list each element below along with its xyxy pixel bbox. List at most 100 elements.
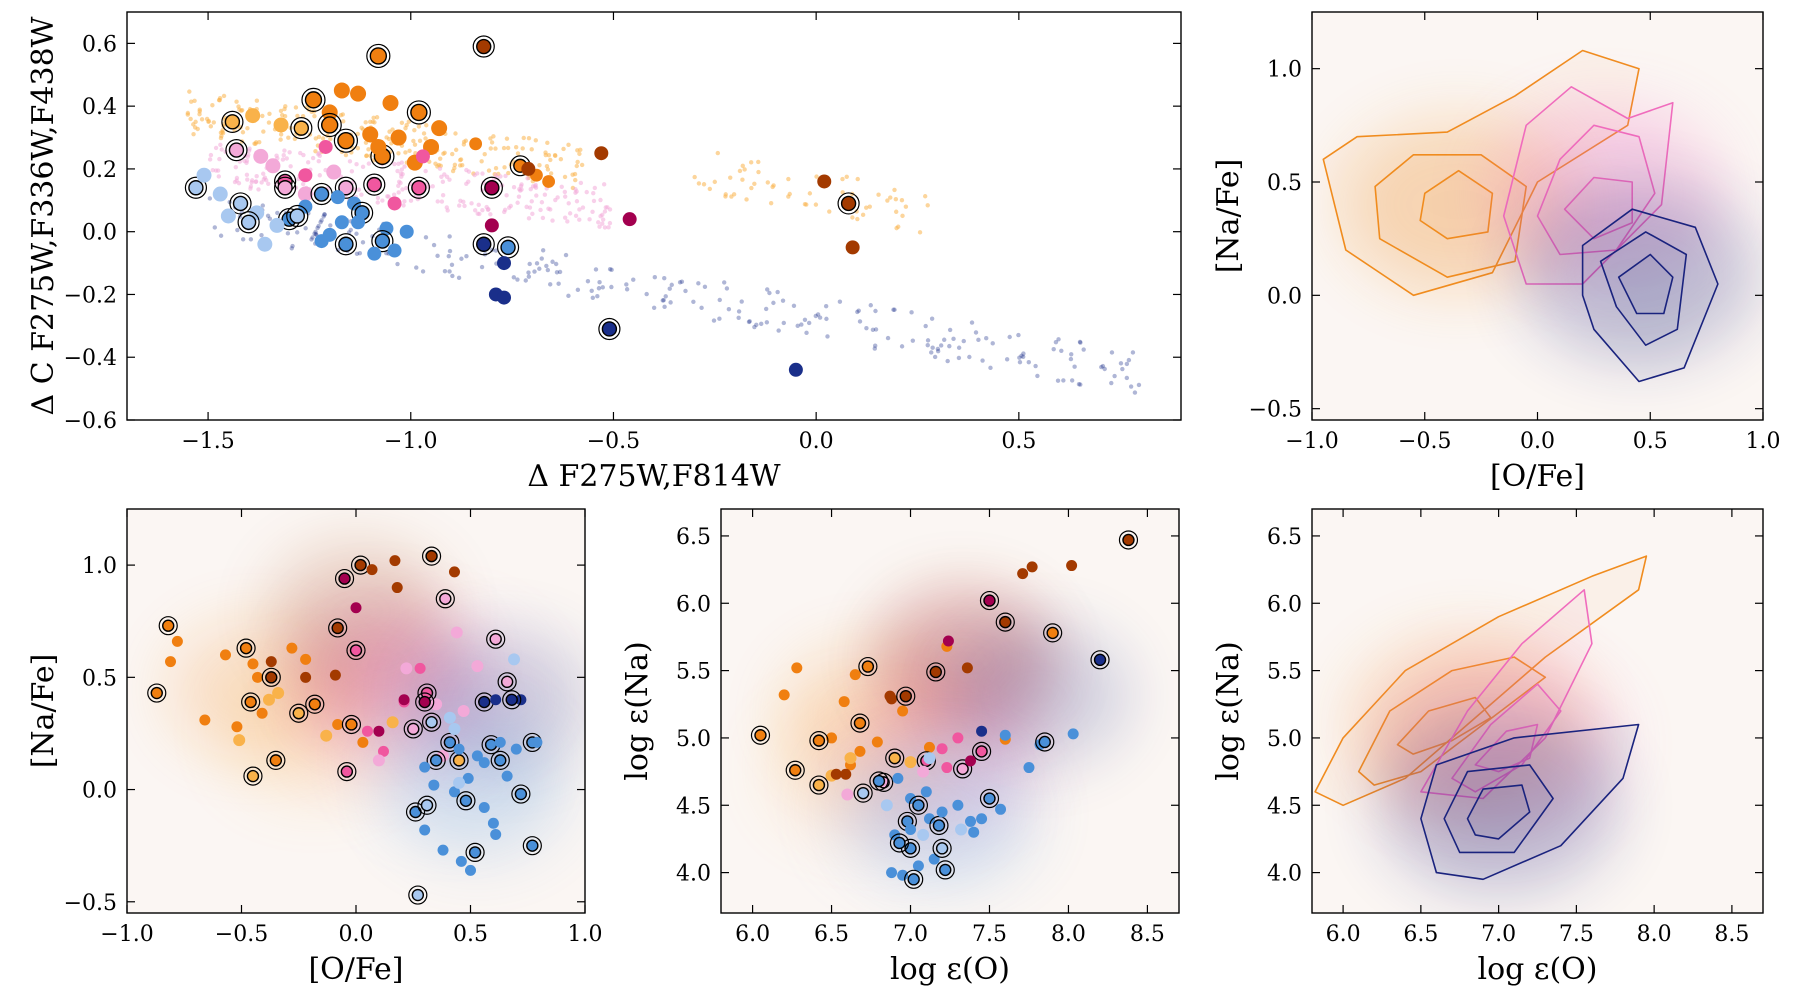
point-blue	[892, 772, 904, 784]
point-ring	[497, 672, 517, 692]
point-light-blue-stars	[289, 208, 305, 224]
background-star	[375, 195, 381, 201]
background-star	[280, 157, 286, 162]
y-tick-label: 5.5	[676, 660, 711, 685]
y-tick-label: −0.5	[1249, 398, 1302, 423]
background-star	[213, 168, 219, 173]
background-star	[259, 232, 264, 238]
point-ring	[896, 686, 916, 706]
y-tick-label: −0.5	[64, 891, 117, 916]
point-blue	[419, 824, 431, 836]
background-star	[752, 181, 757, 187]
point-blue-stars	[314, 234, 329, 249]
background-star	[717, 316, 722, 321]
point-ring	[490, 750, 510, 770]
background-star	[356, 187, 362, 192]
point-ring	[225, 138, 248, 162]
point-orange	[239, 641, 253, 655]
background-star	[553, 197, 558, 203]
point-light-orange	[452, 754, 466, 767]
background-star	[1077, 339, 1083, 345]
background-star	[1072, 364, 1077, 369]
point-orange-stars	[390, 129, 407, 146]
background-star	[515, 151, 521, 156]
point-blue	[995, 803, 1007, 815]
background-star	[440, 179, 446, 185]
background-star	[823, 303, 829, 309]
background-star	[969, 320, 975, 325]
point-ring	[407, 176, 430, 199]
background-star	[507, 205, 512, 210]
point-ring	[221, 110, 244, 133]
background-star	[1019, 353, 1024, 359]
contour-navy	[1617, 253, 1674, 315]
point-blue	[429, 754, 443, 767]
point-blue-stars	[367, 246, 382, 261]
point-light-orange	[246, 769, 260, 783]
point-light-pink-stars	[228, 142, 245, 158]
background-star	[341, 119, 346, 124]
point-pink	[361, 725, 373, 737]
background-star	[929, 316, 935, 321]
background-star	[602, 225, 608, 230]
point-ring	[850, 713, 870, 733]
x-tick-label: −1.0	[1285, 429, 1338, 454]
y-tick-label: 6.5	[676, 525, 711, 550]
background-star	[591, 198, 597, 204]
point-ring	[405, 802, 426, 822]
background-star	[217, 156, 222, 162]
background-star	[1059, 348, 1064, 353]
point-blue	[1038, 735, 1051, 749]
background-star	[529, 147, 534, 152]
background-star	[316, 223, 321, 229]
point-ring	[979, 788, 1000, 809]
point-orange	[162, 619, 175, 632]
background-star	[990, 341, 995, 346]
point-ring	[486, 629, 506, 649]
background-star	[284, 156, 289, 161]
background-star	[313, 149, 318, 154]
background-star	[712, 179, 718, 185]
point-orange-stars	[362, 126, 379, 143]
background-star	[840, 176, 845, 182]
point-light-orange	[292, 707, 305, 720]
point-orange-stars	[431, 120, 448, 137]
background-star	[739, 299, 744, 304]
background-star	[260, 203, 265, 208]
point-blue	[494, 736, 506, 748]
background-star	[431, 242, 437, 248]
background-star	[449, 262, 455, 267]
background-star	[598, 214, 603, 219]
point-light-pink-stars	[326, 164, 342, 180]
background-star	[385, 194, 390, 199]
background-star	[240, 130, 246, 135]
point-ring	[371, 230, 394, 253]
point-blue-stars	[313, 186, 330, 202]
point-blue-stars	[399, 224, 414, 239]
point-orange	[754, 729, 767, 742]
point-blue	[428, 779, 440, 791]
point-ring	[853, 783, 873, 803]
point-blue	[905, 824, 917, 836]
background-star	[275, 210, 280, 216]
point-light-blue-stars	[220, 208, 236, 224]
background-star	[1017, 355, 1022, 360]
y-tick-label: 5.0	[1267, 727, 1302, 752]
point-ring	[403, 719, 423, 739]
point-blue	[976, 813, 988, 825]
background-star	[566, 142, 571, 148]
background-star	[511, 275, 517, 280]
background-star	[319, 218, 324, 223]
x-tick-label: 6.0	[735, 922, 770, 947]
point-navy-stars	[601, 321, 618, 337]
density-glow	[1518, 182, 1759, 363]
background-star	[488, 136, 493, 141]
point-ring	[333, 128, 359, 153]
background-star	[534, 193, 539, 198]
background-star	[435, 199, 440, 204]
point-ring	[229, 192, 252, 215]
background-star	[1056, 337, 1061, 342]
background-star	[493, 146, 498, 151]
point-ring	[979, 590, 1000, 611]
background-star	[631, 277, 636, 282]
